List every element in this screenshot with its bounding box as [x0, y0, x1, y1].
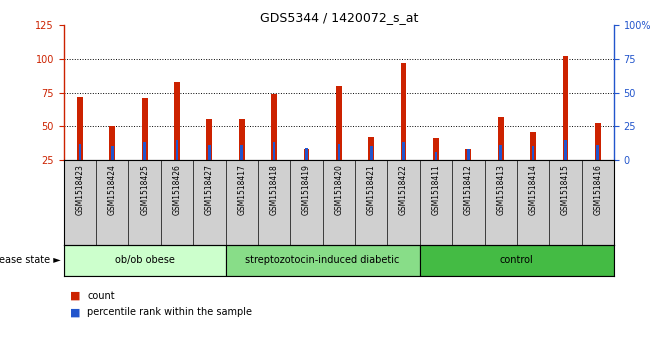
- FancyBboxPatch shape: [225, 245, 420, 276]
- Bar: [176, 139, 178, 160]
- Bar: [597, 145, 599, 160]
- Text: GSM1518412: GSM1518412: [464, 164, 473, 215]
- Text: streptozotocin-induced diabetic: streptozotocin-induced diabetic: [246, 256, 400, 265]
- Bar: [498, 117, 504, 160]
- Bar: [531, 146, 534, 160]
- Text: ■: ■: [70, 307, 81, 317]
- Bar: [207, 119, 212, 160]
- Text: GDS5344 / 1420072_s_at: GDS5344 / 1420072_s_at: [260, 11, 418, 24]
- Text: GSM1518424: GSM1518424: [108, 164, 117, 215]
- Bar: [435, 152, 437, 160]
- Text: GSM1518413: GSM1518413: [496, 164, 505, 215]
- Bar: [239, 119, 245, 160]
- Text: disease state ►: disease state ►: [0, 256, 60, 265]
- Bar: [109, 126, 115, 160]
- Bar: [530, 131, 536, 160]
- Bar: [174, 82, 180, 160]
- Bar: [111, 146, 113, 160]
- Text: GSM1518415: GSM1518415: [561, 164, 570, 215]
- Text: GSM1518423: GSM1518423: [75, 164, 85, 215]
- Bar: [336, 86, 342, 160]
- Text: GSM1518420: GSM1518420: [334, 164, 344, 215]
- Text: ob/ob obese: ob/ob obese: [115, 256, 174, 265]
- Text: GSM1518417: GSM1518417: [238, 164, 246, 215]
- Bar: [144, 142, 146, 160]
- Bar: [77, 97, 83, 160]
- Bar: [368, 137, 374, 160]
- FancyBboxPatch shape: [420, 245, 614, 276]
- Bar: [142, 98, 148, 160]
- Text: control: control: [500, 256, 533, 265]
- Bar: [467, 149, 470, 160]
- Text: GSM1518426: GSM1518426: [172, 164, 182, 215]
- Bar: [562, 56, 568, 160]
- Bar: [499, 145, 502, 160]
- Text: GSM1518422: GSM1518422: [399, 164, 408, 215]
- Bar: [403, 142, 405, 160]
- Bar: [303, 149, 309, 160]
- Bar: [370, 146, 372, 160]
- Text: GSM1518427: GSM1518427: [205, 164, 214, 215]
- Text: GSM1518419: GSM1518419: [302, 164, 311, 215]
- Text: GSM1518414: GSM1518414: [529, 164, 537, 215]
- FancyBboxPatch shape: [64, 245, 225, 276]
- Bar: [433, 138, 439, 160]
- Text: count: count: [87, 291, 115, 301]
- Bar: [271, 94, 277, 160]
- Text: GSM1518411: GSM1518411: [431, 164, 440, 215]
- Bar: [79, 144, 81, 160]
- Bar: [401, 63, 407, 160]
- Bar: [305, 148, 308, 160]
- Bar: [595, 123, 601, 160]
- Bar: [466, 149, 471, 160]
- Text: ■: ■: [70, 291, 81, 301]
- Bar: [564, 139, 567, 160]
- Bar: [273, 142, 275, 160]
- Bar: [338, 144, 340, 160]
- Text: GSM1518416: GSM1518416: [593, 164, 603, 215]
- Text: GSM1518425: GSM1518425: [140, 164, 149, 215]
- Text: GSM1518418: GSM1518418: [270, 164, 278, 215]
- Bar: [240, 145, 243, 160]
- Bar: [208, 145, 211, 160]
- Text: percentile rank within the sample: percentile rank within the sample: [87, 307, 252, 317]
- Text: GSM1518421: GSM1518421: [367, 164, 376, 215]
